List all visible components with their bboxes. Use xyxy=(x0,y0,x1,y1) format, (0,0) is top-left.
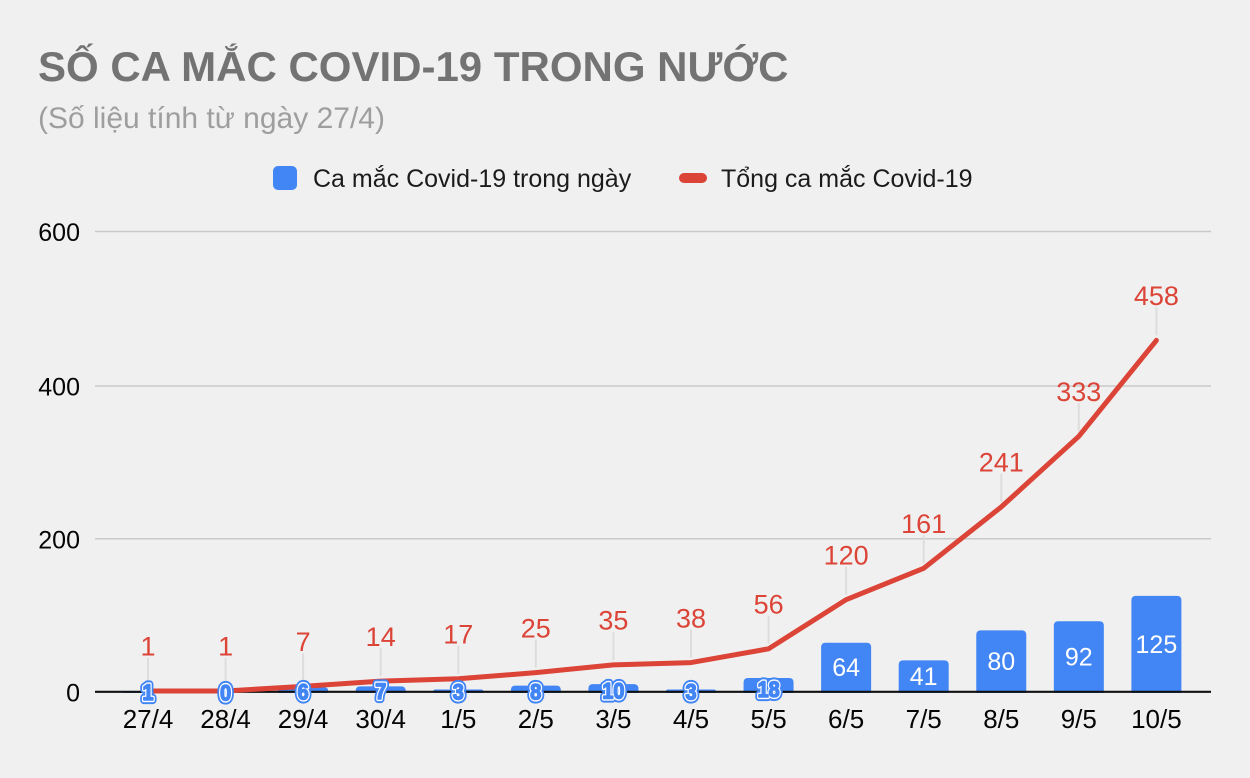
svg-text:4/5: 4/5 xyxy=(673,704,709,734)
svg-text:161: 161 xyxy=(901,509,946,539)
svg-text:3: 3 xyxy=(685,680,696,704)
svg-text:18: 18 xyxy=(758,678,780,702)
svg-text:38: 38 xyxy=(676,603,706,633)
svg-text:17: 17 xyxy=(443,620,473,650)
svg-text:400: 400 xyxy=(38,374,80,402)
svg-text:18: 18 xyxy=(758,678,780,702)
svg-text:1: 1 xyxy=(142,681,153,705)
svg-text:3: 3 xyxy=(453,680,464,704)
svg-text:3: 3 xyxy=(685,680,696,704)
svg-text:1: 1 xyxy=(142,681,153,705)
svg-text:27/4: 27/4 xyxy=(123,704,174,734)
svg-text:9/5: 9/5 xyxy=(1061,704,1097,734)
svg-text:8/5: 8/5 xyxy=(983,704,1019,734)
svg-text:8: 8 xyxy=(530,680,541,704)
svg-text:7: 7 xyxy=(375,680,386,704)
svg-text:3: 3 xyxy=(685,680,696,704)
svg-text:8: 8 xyxy=(530,680,541,704)
svg-text:10: 10 xyxy=(602,679,624,703)
svg-text:10: 10 xyxy=(602,679,624,703)
svg-text:41: 41 xyxy=(910,663,938,691)
svg-text:7: 7 xyxy=(296,627,311,657)
svg-text:1: 1 xyxy=(140,632,155,662)
svg-text:56: 56 xyxy=(754,590,784,620)
svg-text:SỐ CA MẮC COVID-19 TRONG NƯỚC: SỐ CA MẮC COVID-19 TRONG NƯỚC xyxy=(38,42,788,90)
svg-text:7: 7 xyxy=(375,680,386,704)
svg-text:28/4: 28/4 xyxy=(200,704,251,734)
svg-text:6: 6 xyxy=(298,680,309,704)
svg-text:0: 0 xyxy=(220,681,231,705)
svg-text:Tổng ca mắc Covid-19: Tổng ca mắc Covid-19 xyxy=(721,164,973,193)
svg-text:0: 0 xyxy=(66,679,80,707)
svg-text:0: 0 xyxy=(220,681,231,705)
svg-text:35: 35 xyxy=(598,606,628,636)
svg-text:(Số liệu tính từ ngày 27/4): (Số liệu tính từ ngày 27/4) xyxy=(38,102,385,135)
svg-text:7: 7 xyxy=(375,680,386,704)
svg-text:10/5: 10/5 xyxy=(1131,704,1182,734)
svg-text:3: 3 xyxy=(453,680,464,704)
svg-text:3: 3 xyxy=(453,680,464,704)
svg-text:458: 458 xyxy=(1134,281,1179,311)
svg-text:8: 8 xyxy=(530,680,541,704)
svg-text:200: 200 xyxy=(38,526,80,554)
svg-text:92: 92 xyxy=(1065,644,1093,672)
svg-text:120: 120 xyxy=(824,540,869,570)
svg-text:0: 0 xyxy=(220,681,231,705)
svg-text:18: 18 xyxy=(758,678,780,702)
svg-text:10: 10 xyxy=(602,679,624,703)
svg-text:1: 1 xyxy=(142,681,153,705)
svg-text:7/5: 7/5 xyxy=(906,704,942,734)
svg-text:14: 14 xyxy=(366,622,396,652)
svg-text:80: 80 xyxy=(987,648,1015,676)
svg-text:5/5: 5/5 xyxy=(751,704,787,734)
svg-text:3/5: 3/5 xyxy=(595,704,631,734)
svg-text:2/5: 2/5 xyxy=(518,704,554,734)
svg-text:1/5: 1/5 xyxy=(440,704,476,734)
svg-text:Ca mắc Covid-19 trong ngày: Ca mắc Covid-19 trong ngày xyxy=(313,164,632,193)
svg-text:64: 64 xyxy=(832,654,860,682)
svg-text:333: 333 xyxy=(1056,377,1101,407)
svg-text:6: 6 xyxy=(298,680,309,704)
svg-text:6/5: 6/5 xyxy=(828,704,864,734)
svg-text:29/4: 29/4 xyxy=(278,704,329,734)
svg-text:25: 25 xyxy=(521,613,551,643)
svg-text:241: 241 xyxy=(979,448,1024,478)
svg-text:6: 6 xyxy=(298,680,309,704)
svg-text:30/4: 30/4 xyxy=(355,704,406,734)
svg-text:125: 125 xyxy=(1136,631,1178,659)
svg-text:1: 1 xyxy=(218,632,233,662)
svg-text:600: 600 xyxy=(38,219,80,247)
